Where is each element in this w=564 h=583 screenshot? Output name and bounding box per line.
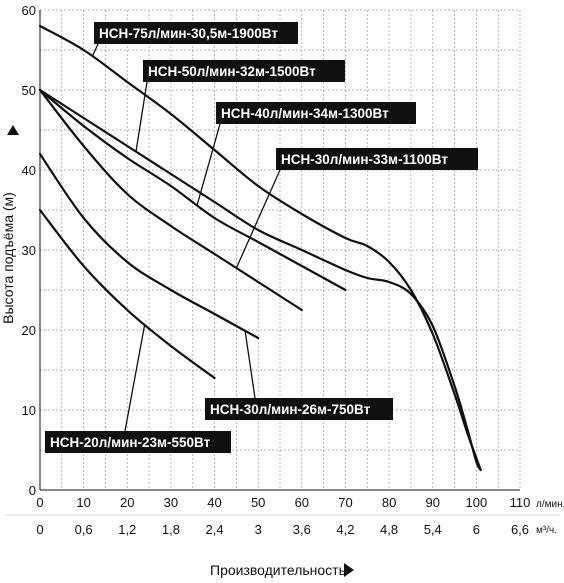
x-tick-label-secondary: 1,8 bbox=[162, 522, 180, 537]
x-unit-primary: л/мин. bbox=[536, 499, 564, 510]
x-tick-label-secondary: 6,6 bbox=[511, 522, 529, 537]
series-label-box bbox=[143, 60, 345, 82]
series-label-box bbox=[276, 148, 478, 170]
y-tick-label: 40 bbox=[22, 163, 36, 178]
x-axis-title-arrow-icon bbox=[344, 563, 354, 577]
x-tick-label-secondary: 6 bbox=[473, 522, 480, 537]
x-tick-label-secondary: 5,4 bbox=[424, 522, 442, 537]
x-tick-label-secondary: 3,6 bbox=[293, 522, 311, 537]
x-tick-label: 40 bbox=[207, 495, 221, 510]
y-tick-label: 60 bbox=[22, 3, 36, 18]
x-tick-label-secondary: 0 bbox=[36, 522, 43, 537]
series-label-box bbox=[45, 431, 231, 453]
x-tick-label-secondary: 2,4 bbox=[206, 522, 224, 537]
y-tick-label: 20 bbox=[22, 323, 36, 338]
series-leader-line bbox=[91, 43, 99, 57]
series-labels: НСН-75л/мин-30,5м-1900Вт НСН-50л/мин-32м-… bbox=[45, 22, 478, 453]
series-line bbox=[38, 88, 303, 312]
y-tick-label: 0 bbox=[29, 483, 36, 498]
series-label-box bbox=[205, 398, 393, 420]
y-tick-label: 10 bbox=[22, 403, 36, 418]
x-tick-label: 70 bbox=[338, 495, 352, 510]
x-tick-label: 80 bbox=[382, 495, 396, 510]
series-label: НСН-30л/мин-33м-1100Вт bbox=[281, 152, 448, 167]
series-leader-line bbox=[235, 169, 281, 269]
x-tick-label-secondary: 0,6 bbox=[75, 522, 93, 537]
y-axis-title: Высота подъёма (м) bbox=[0, 192, 16, 324]
x-axis-title: Производительность bbox=[210, 562, 346, 578]
x-tick-label-secondary: 4,2 bbox=[336, 522, 354, 537]
series-label: НСН-50л/мин-32м-1500Вт bbox=[148, 64, 316, 79]
series-leader-line bbox=[124, 324, 146, 432]
series-line bbox=[38, 24, 482, 472]
x-tick-label: 30 bbox=[164, 495, 178, 510]
x-tick-label-secondary: 4,8 bbox=[380, 522, 398, 537]
series-label: НСН-30л/мин-26м-750Вт bbox=[210, 402, 371, 417]
series-label-box bbox=[94, 22, 298, 44]
x-tick-label-secondary: 3 bbox=[255, 522, 262, 537]
series-leader-line bbox=[196, 123, 221, 206]
x-unit-secondary: м³/ч. bbox=[536, 525, 557, 536]
series-label: НСН-75л/мин-30,5м-1900Вт bbox=[99, 26, 278, 41]
axes: 010203040506000100,6201,2301,8402,450360… bbox=[5, 3, 560, 537]
x-tick-label: 20 bbox=[120, 495, 134, 510]
curves bbox=[38, 24, 482, 472]
x-tick-label: 60 bbox=[295, 495, 309, 510]
x-tick-label: 100 bbox=[466, 495, 488, 510]
y-tick-label: 50 bbox=[22, 83, 36, 98]
series-line bbox=[38, 88, 482, 472]
y-tick-label: 30 bbox=[22, 243, 36, 258]
x-tick-label: 90 bbox=[425, 495, 439, 510]
x-tick-label: 50 bbox=[251, 495, 265, 510]
x-tick-label: 110 bbox=[510, 495, 531, 510]
series-leader-line bbox=[244, 330, 256, 399]
series-line bbox=[38, 152, 260, 340]
x-tick-label: 0 bbox=[36, 495, 43, 510]
series-label-box bbox=[216, 102, 416, 124]
x-tick-label: 10 bbox=[76, 495, 90, 510]
y-axis-title-arrow-icon bbox=[7, 125, 19, 135]
series-leader-line bbox=[135, 81, 148, 152]
x-tick-label-secondary: 1,2 bbox=[118, 522, 136, 537]
series-line bbox=[38, 88, 347, 292]
series-line bbox=[38, 208, 216, 380]
series-label: НСН-20л/мин-23м-550Вт bbox=[50, 435, 211, 450]
series-label: НСН-40л/мин-34м-1300Вт bbox=[221, 106, 389, 121]
